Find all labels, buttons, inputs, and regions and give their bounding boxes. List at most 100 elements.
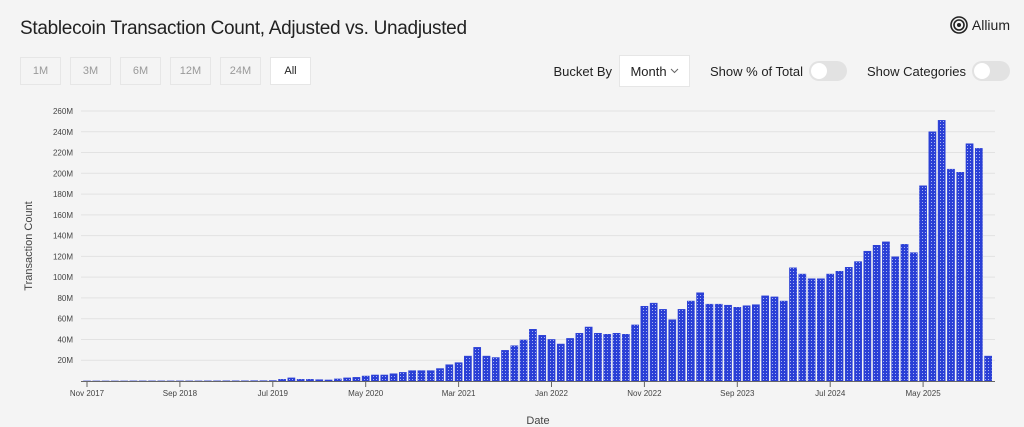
bar[interactable] — [752, 304, 760, 382]
bar[interactable] — [770, 296, 779, 382]
y-tick-label: 40M — [57, 335, 73, 344]
bar[interactable] — [631, 324, 639, 382]
bar[interactable] — [426, 370, 435, 382]
bar[interactable] — [705, 303, 714, 382]
bar[interactable] — [854, 261, 862, 382]
brand-logo: Allium — [950, 16, 1010, 34]
bar[interactable] — [380, 374, 389, 382]
bar[interactable] — [919, 185, 927, 382]
bar[interactable] — [547, 339, 556, 382]
bar[interactable] — [501, 350, 509, 382]
bar[interactable] — [296, 379, 305, 382]
bar[interactable] — [584, 326, 593, 382]
show-pct-label: Show % of Total — [710, 63, 803, 79]
bar[interactable] — [621, 334, 630, 382]
bar[interactable] — [817, 278, 825, 382]
bar[interactable] — [519, 339, 528, 382]
bar[interactable] — [473, 347, 482, 382]
bar[interactable] — [742, 305, 751, 382]
bar[interactable] — [315, 379, 324, 382]
range-1m-button[interactable]: 1M — [20, 57, 61, 85]
bar[interactable] — [947, 168, 955, 382]
bar[interactable] — [844, 267, 853, 382]
bar[interactable] — [491, 357, 500, 382]
x-tick-label: Jul 2024 — [815, 389, 846, 398]
bar[interactable] — [714, 303, 723, 382]
bar[interactable] — [696, 292, 704, 382]
bar[interactable] — [984, 355, 992, 382]
bar[interactable] — [807, 278, 816, 382]
show-categories-toggle[interactable] — [972, 61, 1010, 81]
bar[interactable] — [882, 241, 890, 382]
bar[interactable] — [724, 304, 732, 382]
bar[interactable] — [835, 270, 844, 382]
bar[interactable] — [687, 300, 695, 382]
bar[interactable] — [278, 379, 286, 382]
bar[interactable] — [436, 368, 444, 382]
bar[interactable] — [659, 309, 667, 382]
bucket-by-select[interactable]: Month — [619, 55, 691, 87]
bar[interactable] — [510, 345, 519, 382]
bar[interactable] — [649, 302, 658, 382]
bar[interactable] — [863, 250, 872, 382]
chevron-down-icon — [670, 68, 678, 74]
bar[interactable] — [529, 329, 537, 382]
show-pct-toggle[interactable] — [809, 61, 847, 81]
bar[interactable] — [454, 362, 463, 382]
bar[interactable] — [891, 256, 900, 382]
range-3m-button[interactable]: 3M — [70, 57, 111, 85]
bar[interactable] — [761, 295, 770, 382]
range-all-button[interactable]: All — [270, 57, 311, 85]
bar[interactable] — [612, 332, 621, 382]
y-tick-label: 20M — [57, 356, 73, 365]
bar[interactable] — [333, 378, 342, 382]
range-24m-button[interactable]: 24M — [220, 57, 261, 85]
bar[interactable] — [389, 373, 398, 382]
bar[interactable] — [566, 338, 574, 382]
y-tick-label: 260M — [53, 107, 73, 116]
bar[interactable] — [306, 379, 314, 382]
bar[interactable] — [603, 334, 612, 382]
bar[interactable] — [779, 300, 788, 382]
y-tick-label: 80M — [57, 294, 73, 303]
x-tick-label: May 2020 — [348, 389, 384, 398]
bar[interactable] — [343, 377, 351, 382]
bar[interactable] — [965, 143, 974, 382]
y-tick-label: 60M — [57, 315, 73, 324]
range-6m-button[interactable]: 6M — [120, 57, 161, 85]
bar[interactable] — [928, 131, 937, 382]
bar[interactable] — [287, 377, 296, 382]
bar[interactable] — [798, 273, 807, 382]
bar[interactable] — [575, 332, 584, 382]
bar[interactable] — [733, 307, 742, 382]
range-12m-button[interactable]: 12M — [170, 57, 211, 85]
bar[interactable] — [640, 305, 649, 382]
bar[interactable] — [872, 245, 881, 382]
y-tick-label: 140M — [53, 232, 73, 241]
bar[interactable] — [445, 364, 454, 382]
x-axis-label: Date — [526, 415, 549, 427]
bar[interactable] — [556, 343, 565, 382]
bar[interactable] — [909, 252, 918, 382]
bar[interactable] — [974, 148, 983, 382]
bar[interactable] — [594, 332, 602, 382]
bar[interactable] — [361, 375, 370, 382]
bar[interactable] — [668, 319, 677, 382]
bar[interactable] — [408, 370, 416, 382]
bar[interactable] — [677, 309, 686, 382]
bar[interactable] — [789, 267, 797, 382]
bar[interactable] — [826, 273, 835, 382]
bar[interactable] — [352, 377, 361, 382]
bar[interactable] — [538, 335, 547, 382]
bar[interactable] — [417, 370, 426, 382]
bar[interactable] — [371, 374, 379, 382]
bar[interactable] — [956, 172, 965, 382]
bar[interactable] — [900, 244, 909, 382]
bar[interactable] — [399, 372, 407, 382]
bar[interactable] — [482, 355, 491, 382]
bar[interactable] — [464, 355, 472, 382]
allium-logo-icon — [950, 16, 968, 34]
bar[interactable] — [937, 120, 946, 382]
bar[interactable] — [324, 379, 333, 382]
